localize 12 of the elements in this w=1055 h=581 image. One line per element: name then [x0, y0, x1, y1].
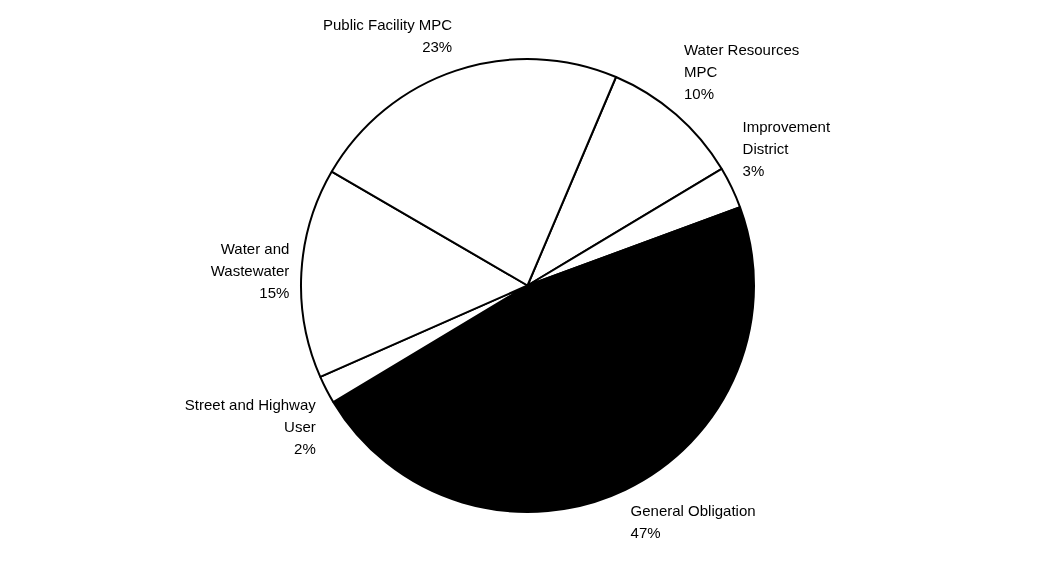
slice-label: General Obligation — [630, 501, 756, 519]
slice-label: Water and Wastewater — [210, 240, 290, 280]
data-label: 15% — [259, 284, 290, 302]
data-label: 23% — [422, 38, 453, 56]
data-label: 10% — [683, 84, 714, 102]
slice-label: Water Resources MPC — [683, 40, 800, 80]
data-label: 47% — [630, 523, 661, 541]
data-label: 2% — [294, 440, 316, 458]
slice-label: Public Facility MPC — [323, 16, 453, 34]
slice-label: Street and Highway User — [184, 396, 317, 436]
data-label: 3% — [742, 161, 765, 179]
slice-label: Improvement District — [742, 117, 831, 157]
